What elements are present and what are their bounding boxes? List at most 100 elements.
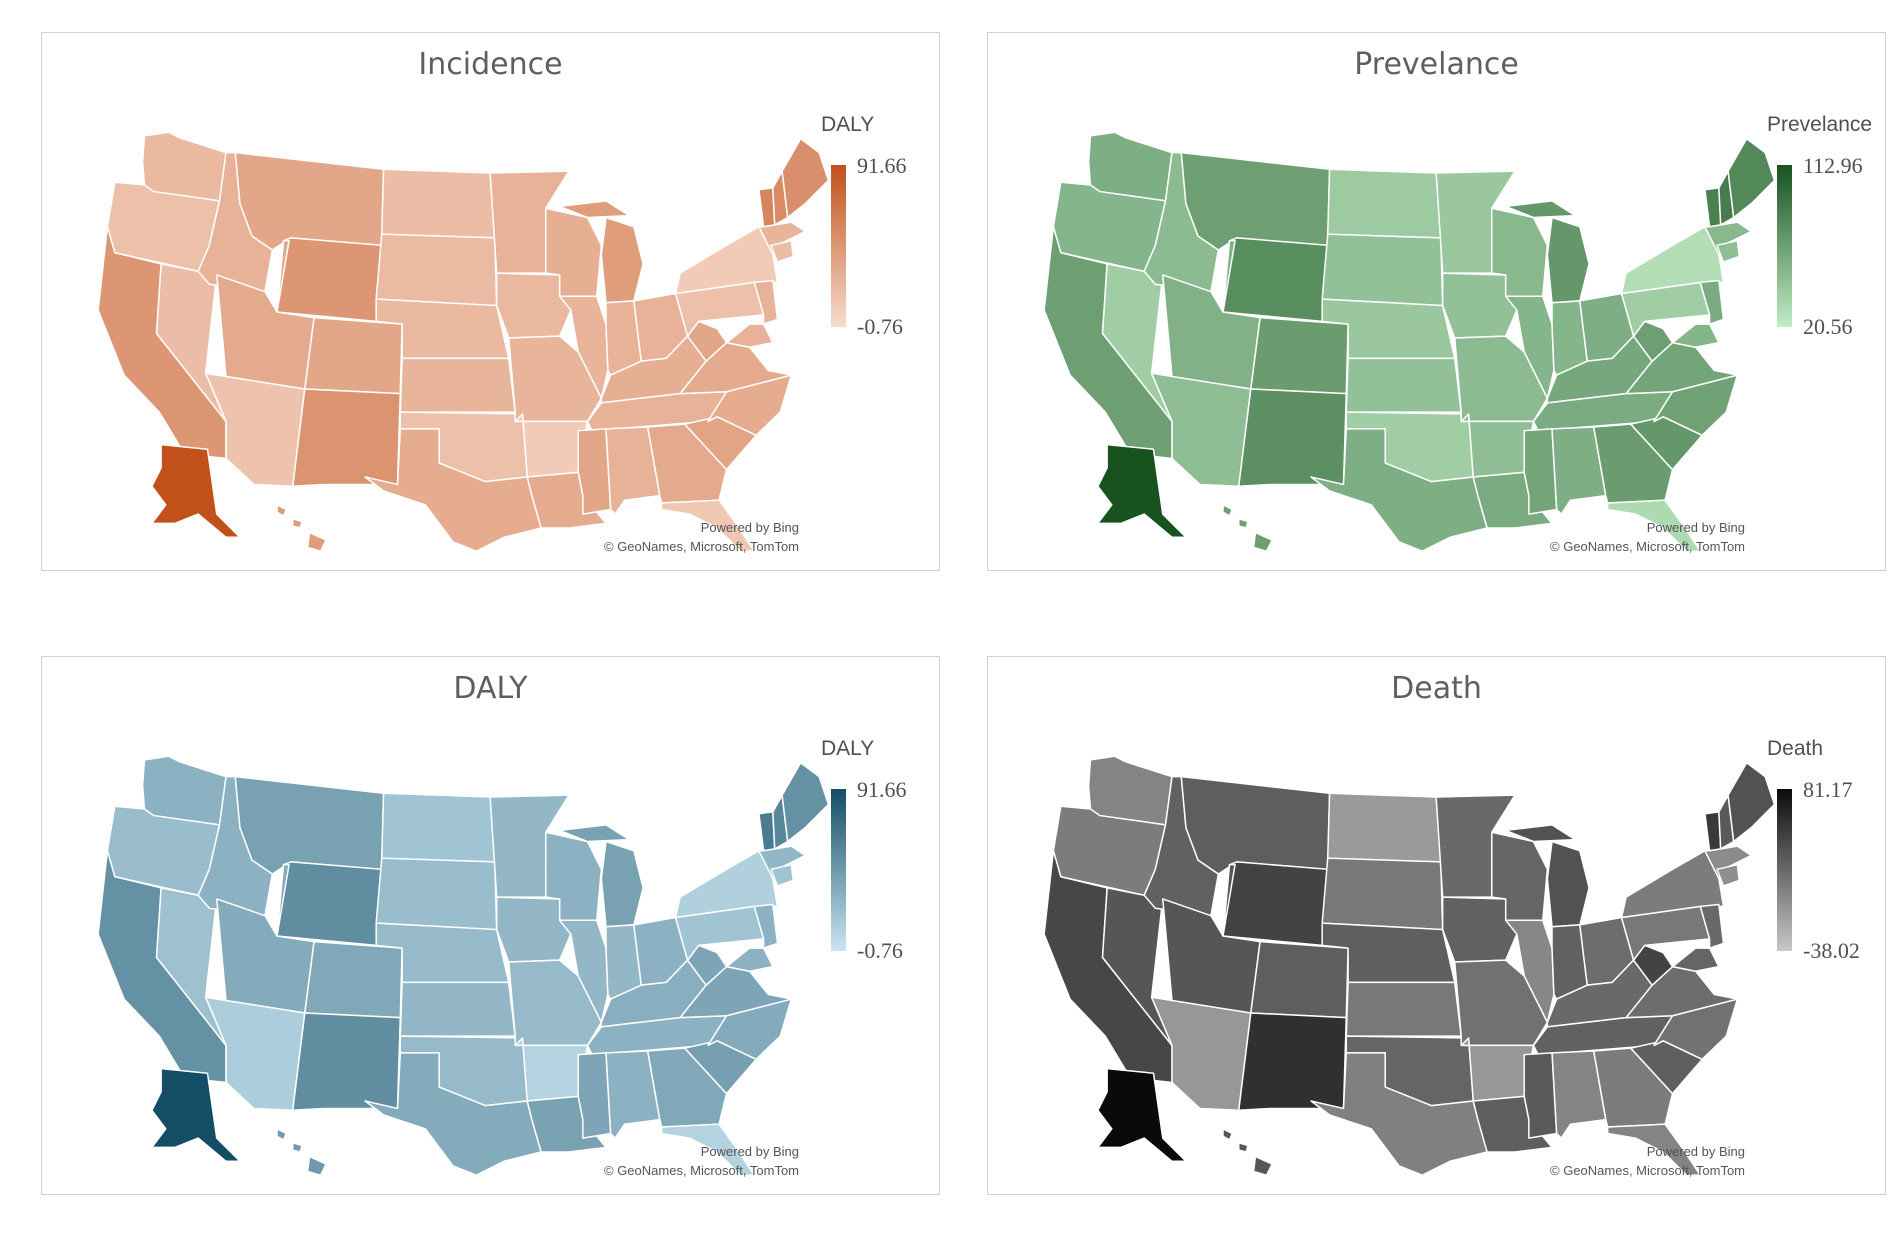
state-ar[interactable] [514,1037,589,1102]
state-mt[interactable] [234,151,385,251]
state-fl[interactable] [660,1123,756,1176]
state-ct[interactable] [1716,863,1740,887]
state-md[interactable] [725,947,774,973]
state-mt[interactable] [234,775,385,875]
state-mo[interactable] [1453,959,1549,1047]
state-co[interactable] [1250,316,1349,395]
us-choropleth-map[interactable] [87,727,847,1197]
state-nd[interactable] [380,168,496,239]
state-mt[interactable] [1180,151,1331,251]
attribution-copyright: © GeoNames, Microsoft, TomTom [604,1163,799,1178]
state-md[interactable] [725,323,774,349]
state-ks[interactable] [399,357,516,413]
state-nd[interactable] [1326,792,1442,863]
state-hi[interactable] [276,504,327,552]
state-sd[interactable] [1321,857,1444,931]
state-vt[interactable] [1704,811,1722,852]
state-vt[interactable] [1704,187,1722,228]
legend-gradient-bar [1777,165,1792,327]
state-me[interactable] [781,137,830,219]
state-mo[interactable] [1453,335,1549,423]
state-tx[interactable] [1310,1052,1488,1176]
state-ms[interactable] [1523,1052,1558,1139]
state-sd[interactable] [375,857,498,931]
state-nj[interactable] [753,279,779,325]
state-nm[interactable] [1238,1012,1348,1112]
state-tx[interactable] [364,1052,542,1176]
state-co[interactable] [304,316,403,395]
state-mo[interactable] [507,335,603,423]
state-ct[interactable] [770,863,794,887]
attribution-powered-by: Powered by Bing [1646,520,1745,535]
state-il[interactable] [558,919,609,1023]
state-ny[interactable] [1620,226,1725,295]
state-sd[interactable] [375,233,498,307]
state-fl[interactable] [1606,499,1702,552]
state-ak[interactable] [151,1067,241,1163]
state-wa[interactable] [141,755,227,826]
state-wy[interactable] [276,861,383,947]
state-md[interactable] [1671,323,1720,349]
state-il[interactable] [1504,295,1555,399]
state-ny[interactable] [674,226,779,295]
state-ar[interactable] [1460,1037,1535,1102]
state-ks[interactable] [399,981,516,1037]
state-ct[interactable] [770,239,794,263]
state-il[interactable] [558,295,609,399]
state-ms[interactable] [1523,428,1558,515]
state-wa[interactable] [1087,131,1173,202]
us-choropleth-map[interactable] [1033,103,1793,573]
state-fl[interactable] [660,499,756,552]
state-nj[interactable] [1699,903,1725,949]
state-wy[interactable] [276,237,383,323]
state-ak[interactable] [1097,443,1187,539]
state-tx[interactable] [364,428,542,552]
panel-title: Prevelance [1354,47,1519,82]
state-ak[interactable] [151,443,241,539]
state-ks[interactable] [1345,357,1462,413]
state-ms[interactable] [577,1052,612,1139]
state-nm[interactable] [292,388,402,488]
state-hi[interactable] [1222,504,1273,552]
state-vt[interactable] [758,811,776,852]
state-wa[interactable] [1087,755,1173,826]
state-hi[interactable] [276,1128,327,1176]
state-mt[interactable] [1180,775,1331,875]
state-hi[interactable] [1222,1128,1273,1176]
us-choropleth-map[interactable] [87,103,847,573]
state-nj[interactable] [753,903,779,949]
state-me[interactable] [781,761,830,843]
state-fl[interactable] [1606,1123,1702,1176]
state-sd[interactable] [1321,233,1444,307]
state-md[interactable] [1671,947,1720,973]
state-wy[interactable] [1222,237,1329,323]
legend-max-value: 91.66 [857,777,907,802]
state-il[interactable] [1504,919,1555,1023]
state-ak[interactable] [1097,1067,1187,1163]
state-ct[interactable] [1716,239,1740,263]
state-ar[interactable] [1460,413,1535,478]
state-tx[interactable] [1310,428,1488,552]
state-mo[interactable] [507,959,603,1047]
state-nm[interactable] [1238,388,1348,488]
state-co[interactable] [1250,940,1349,1019]
state-ny[interactable] [674,850,779,919]
state-ms[interactable] [577,428,612,515]
state-nj[interactable] [1699,279,1725,325]
state-ny[interactable] [1620,850,1725,919]
panel-title: Incidence [418,47,563,82]
state-vt[interactable] [758,187,776,228]
incidence-map-panel: Incidence DALY 91.66 -0.76 Powered by Bi… [41,32,940,571]
state-ar[interactable] [514,413,589,478]
state-nd[interactable] [1326,168,1442,239]
state-nd[interactable] [380,792,496,863]
state-wa[interactable] [141,131,227,202]
state-nm[interactable] [292,1012,402,1112]
state-me[interactable] [1727,137,1776,219]
state-me[interactable] [1727,761,1776,843]
state-wy[interactable] [1222,861,1329,947]
state-co[interactable] [304,940,403,1019]
attribution-copyright: © GeoNames, Microsoft, TomTom [1550,539,1745,554]
state-ks[interactable] [1345,981,1462,1037]
us-choropleth-map[interactable] [1033,727,1793,1197]
